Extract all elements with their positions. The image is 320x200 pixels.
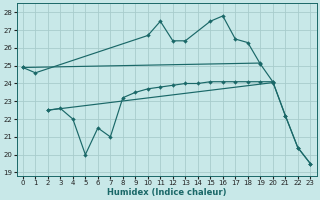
X-axis label: Humidex (Indice chaleur): Humidex (Indice chaleur) (107, 188, 226, 197)
